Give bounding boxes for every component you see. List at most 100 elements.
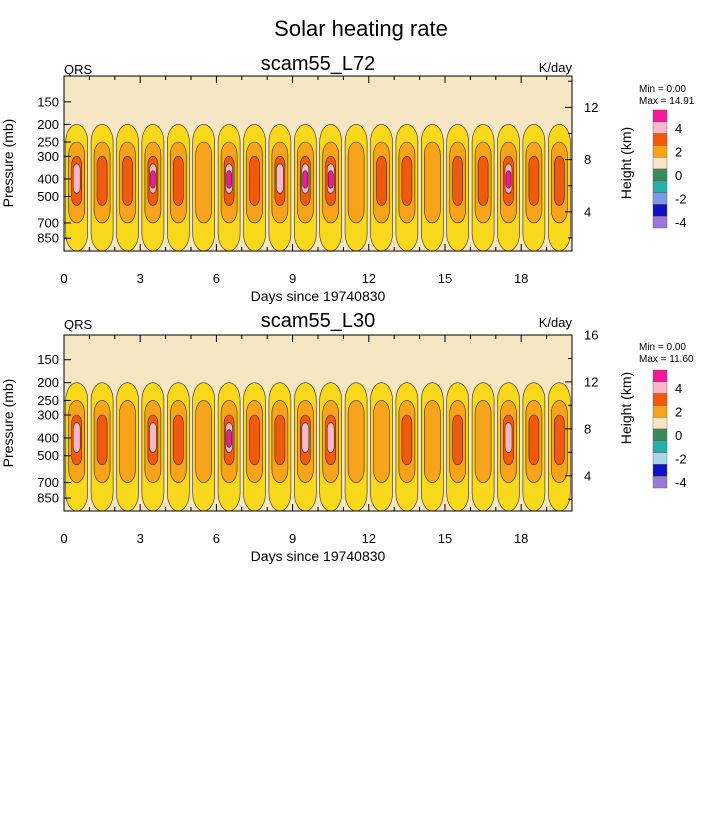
contour-band [452,156,464,206]
daily-column [192,382,215,512]
y2-tick-label: 4 [584,204,591,219]
colorbar: 4 2 0 -2 -4 [652,369,687,490]
contour-band [150,170,156,189]
colorbar-label: 2 [675,144,682,159]
daily-column [497,124,520,252]
contour-band [376,156,387,206]
daily-column [420,124,444,252]
x-tick-label: 6 [213,531,220,546]
contour-band [452,414,464,466]
x-tick-label: 15 [438,271,452,286]
colorbar-box [652,452,668,465]
daily-column [395,382,419,512]
y-tick-label: 400 [37,171,59,186]
daily-column [65,124,88,252]
x-tick-label: 12 [362,271,376,286]
y-tick-label: 500 [37,189,59,204]
contour-band [226,170,232,189]
daily-column [268,382,292,512]
contour-band [72,422,81,453]
panel-title: scam55_L30 [261,310,376,332]
y2-tick-label: 12 [584,100,598,115]
contour-band [173,414,184,466]
colorbar-box [652,192,668,205]
x-tick-label: 9 [289,271,296,286]
colorbar-box [652,393,668,406]
y2-axis-ticks: 4 8 12 16 [565,328,598,500]
contour-band [96,156,108,206]
daily-column [319,382,343,512]
contour-band [119,400,136,483]
min-value-label: Min = 0.00 [639,84,686,95]
daily-column [243,382,266,512]
colorbar-box [652,168,668,182]
colorbar-box [652,428,668,442]
daily-column [167,124,190,252]
x-tick-label: 3 [137,531,144,546]
colorbar-label: 4 [675,381,682,396]
daily-column [293,124,317,252]
contour-band [528,414,540,466]
daily-column [446,124,470,252]
units-label: K/day [539,315,573,330]
colorbar-box [652,145,668,158]
daily-column [116,124,139,252]
colorbar-box [652,476,668,489]
plot-background [64,335,572,511]
daily-column [192,124,215,252]
daily-column [90,124,114,252]
y-tick-label: 850 [37,491,59,506]
plot-background [64,76,572,251]
daily-column [217,382,241,512]
contour-band [474,400,492,483]
contour-band [301,422,310,453]
contour-band [276,163,284,194]
contour-band [195,400,212,483]
daily-column [370,124,393,252]
contour-bars [65,382,571,512]
daily-column [243,124,266,252]
daily-column [522,124,546,252]
contour-band [423,400,441,483]
y-tick-label: 200 [37,375,59,390]
daily-column [293,382,317,512]
contour-band [72,163,81,194]
daily-column [446,382,470,512]
x-axis-ticks: 0 3 6 9 12 15 18 [60,335,573,546]
y-tick-label: 250 [37,393,59,408]
contour-band [274,414,286,466]
daily-column [90,382,114,512]
y2-tick-label: 16 [584,328,598,343]
daily-column [167,382,190,512]
contour-band [96,414,108,466]
y-tick-label: 150 [37,94,59,109]
x-tick-label: 0 [60,531,67,546]
contour-band [401,414,413,466]
contour-band [302,170,309,189]
y-tick-label: 300 [37,407,59,422]
contour-band [226,429,232,448]
contour-band [326,422,335,453]
daily-column [497,382,520,512]
panel-title: scam55_L72 [261,53,376,75]
colorbar-label: -4 [675,215,687,230]
contour-band [528,156,540,206]
colorbar-label: 0 [675,428,682,443]
daily-column [395,124,419,252]
contour-band [477,156,489,206]
x-tick-label: 18 [514,271,528,286]
y-tick-label: 700 [37,215,59,230]
colorbar-label: -2 [675,192,687,207]
units-label: K/day [539,60,573,75]
contour-band [401,156,413,206]
x-tick-label: 12 [362,531,376,546]
colorbar-box [652,405,668,418]
colorbar-box [652,109,668,123]
contour-band [553,156,565,206]
contour-band [505,170,512,189]
contour-band [373,400,390,483]
colorbar-box [652,156,668,170]
contour-band [347,400,365,483]
